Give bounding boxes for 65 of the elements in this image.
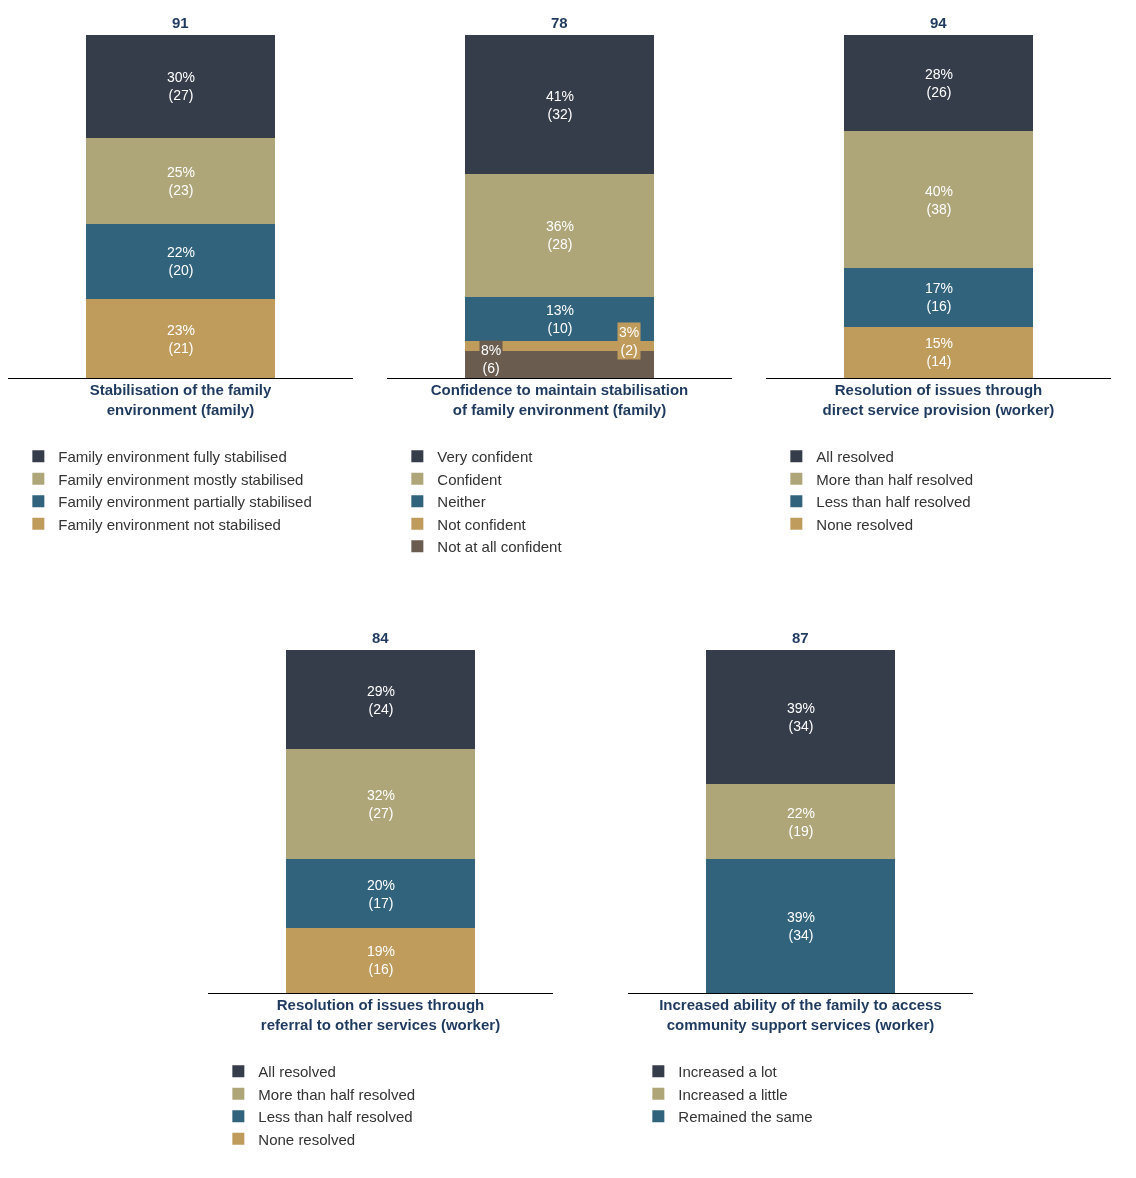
bar bbox=[285, 650, 476, 750]
x-axis-title: Resolution of issues through referral to other services (worker) bbox=[260, 996, 501, 1033]
text: 84 bbox=[372, 629, 390, 646]
bar bbox=[843, 35, 1034, 132]
legend-label: Not at all confident bbox=[437, 538, 563, 556]
bar bbox=[285, 859, 476, 928]
data-label: 17% (16) bbox=[925, 280, 954, 315]
text: 78 bbox=[551, 14, 568, 31]
text: 91 bbox=[172, 14, 189, 31]
legend-label: Increased a little bbox=[678, 1085, 788, 1103]
bar bbox=[85, 137, 276, 224]
data-label: 40% (38) bbox=[925, 183, 954, 218]
legend-label: Confident bbox=[437, 470, 503, 488]
bar bbox=[843, 326, 1034, 378]
legend-label: Less than half resolved bbox=[258, 1108, 413, 1126]
data-label: 29% (24) bbox=[367, 683, 396, 718]
legend-label: All resolved bbox=[258, 1063, 336, 1081]
data-label: 39% (34) bbox=[787, 700, 816, 735]
data-label: 8% (6) bbox=[481, 342, 502, 377]
bar bbox=[285, 927, 476, 993]
data-label: 23% (21) bbox=[167, 322, 196, 357]
data-label: 32% (27) bbox=[367, 787, 396, 822]
data-label: 22% (20) bbox=[167, 244, 196, 279]
legend-label: Less than half resolved bbox=[816, 493, 971, 511]
legend-label: Neither bbox=[437, 493, 486, 511]
legend-label: None resolved bbox=[258, 1130, 356, 1148]
bar bbox=[464, 174, 655, 297]
data-label: 13% (10) bbox=[546, 302, 575, 337]
legend-label: More than half resolved bbox=[816, 470, 974, 488]
legend-label: None resolved bbox=[816, 515, 914, 533]
data-label: 25% (23) bbox=[167, 164, 196, 199]
data-label: 3% (2) bbox=[619, 324, 640, 359]
text: 94 bbox=[930, 14, 948, 31]
x-axis-title: Stabilisation of the family environment (family) bbox=[89, 381, 272, 418]
data-label: 28% (26) bbox=[925, 66, 954, 101]
legend-label: More than half resolved bbox=[258, 1085, 416, 1103]
legend-label: Family environment fully stabilised bbox=[58, 448, 287, 466]
data-label: 30% (27) bbox=[167, 69, 196, 104]
data-label: 41% (32) bbox=[546, 88, 575, 123]
legend-label: Family environment mostly stabilised bbox=[58, 470, 304, 488]
bar bbox=[85, 223, 276, 300]
legend-label: Remained the same bbox=[678, 1108, 813, 1126]
data-label: 19% (16) bbox=[367, 943, 396, 978]
x-axis-title: Resolution of issues through direct service provision (worker) bbox=[822, 381, 1055, 418]
legend-label: Increased a lot bbox=[678, 1063, 778, 1081]
x-axis-title: Confidence to maintain stabilisation of family environment (family) bbox=[430, 381, 689, 418]
data-label: 20% (17) bbox=[367, 877, 396, 912]
legend-label: Not confident bbox=[437, 515, 527, 533]
legend-label: Very confident bbox=[437, 448, 534, 466]
legend-label: All resolved bbox=[816, 448, 894, 466]
legend-label: Family environment partially stabilised bbox=[58, 493, 312, 511]
bar bbox=[843, 131, 1034, 269]
bar bbox=[464, 296, 655, 341]
data-label: 22% (19) bbox=[787, 805, 816, 840]
data-label: 36% (28) bbox=[546, 218, 575, 253]
data-label: 15% (14) bbox=[925, 335, 954, 370]
x-axis-title: Increased ability of the family to access community support services (worker) bbox=[659, 996, 942, 1033]
text: 87 bbox=[792, 629, 809, 646]
bar bbox=[285, 749, 476, 860]
bar bbox=[85, 35, 276, 138]
bar bbox=[85, 299, 276, 378]
bar bbox=[464, 35, 655, 175]
bar bbox=[843, 268, 1034, 327]
legend-label: Family environment not stabilised bbox=[58, 515, 281, 533]
data-label: 39% (34) bbox=[787, 909, 816, 944]
